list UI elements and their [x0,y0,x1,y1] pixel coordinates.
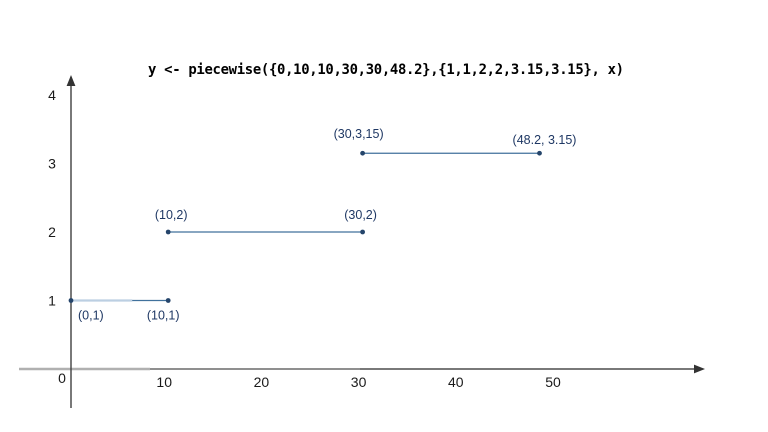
origin-label: 0 [58,370,66,386]
point-label: (0,1) [78,309,104,323]
y-tick-label: 2 [48,224,56,240]
data-point [165,229,171,235]
x-tick-label: 30 [351,374,367,390]
data-point [68,298,74,303]
x-tick-label: 20 [254,374,270,390]
point-label: (10,1) [147,309,180,323]
y-tick-label: 3 [48,156,56,172]
x-axis-arrowhead [694,364,705,374]
y-axis-arrowhead [66,75,76,86]
data-point [360,150,365,156]
x-tick-label: 10 [156,374,172,390]
x-tick-label: 50 [545,374,561,390]
y-tick-label: 1 [48,293,56,309]
data-point [537,150,542,156]
point-label: (30,3,15) [334,127,384,141]
point-label: (48.2, 3.15) [513,133,577,147]
point-label: (30,2) [344,208,377,222]
data-point [165,298,171,303]
x-tick-label: 40 [448,374,464,390]
point-label: (10,2) [155,208,188,222]
y-tick-label: 4 [48,87,56,103]
plot-title: y <- piecewise({0,10,10,30,30,48.2},{1,1… [148,62,624,78]
data-point [360,229,365,235]
